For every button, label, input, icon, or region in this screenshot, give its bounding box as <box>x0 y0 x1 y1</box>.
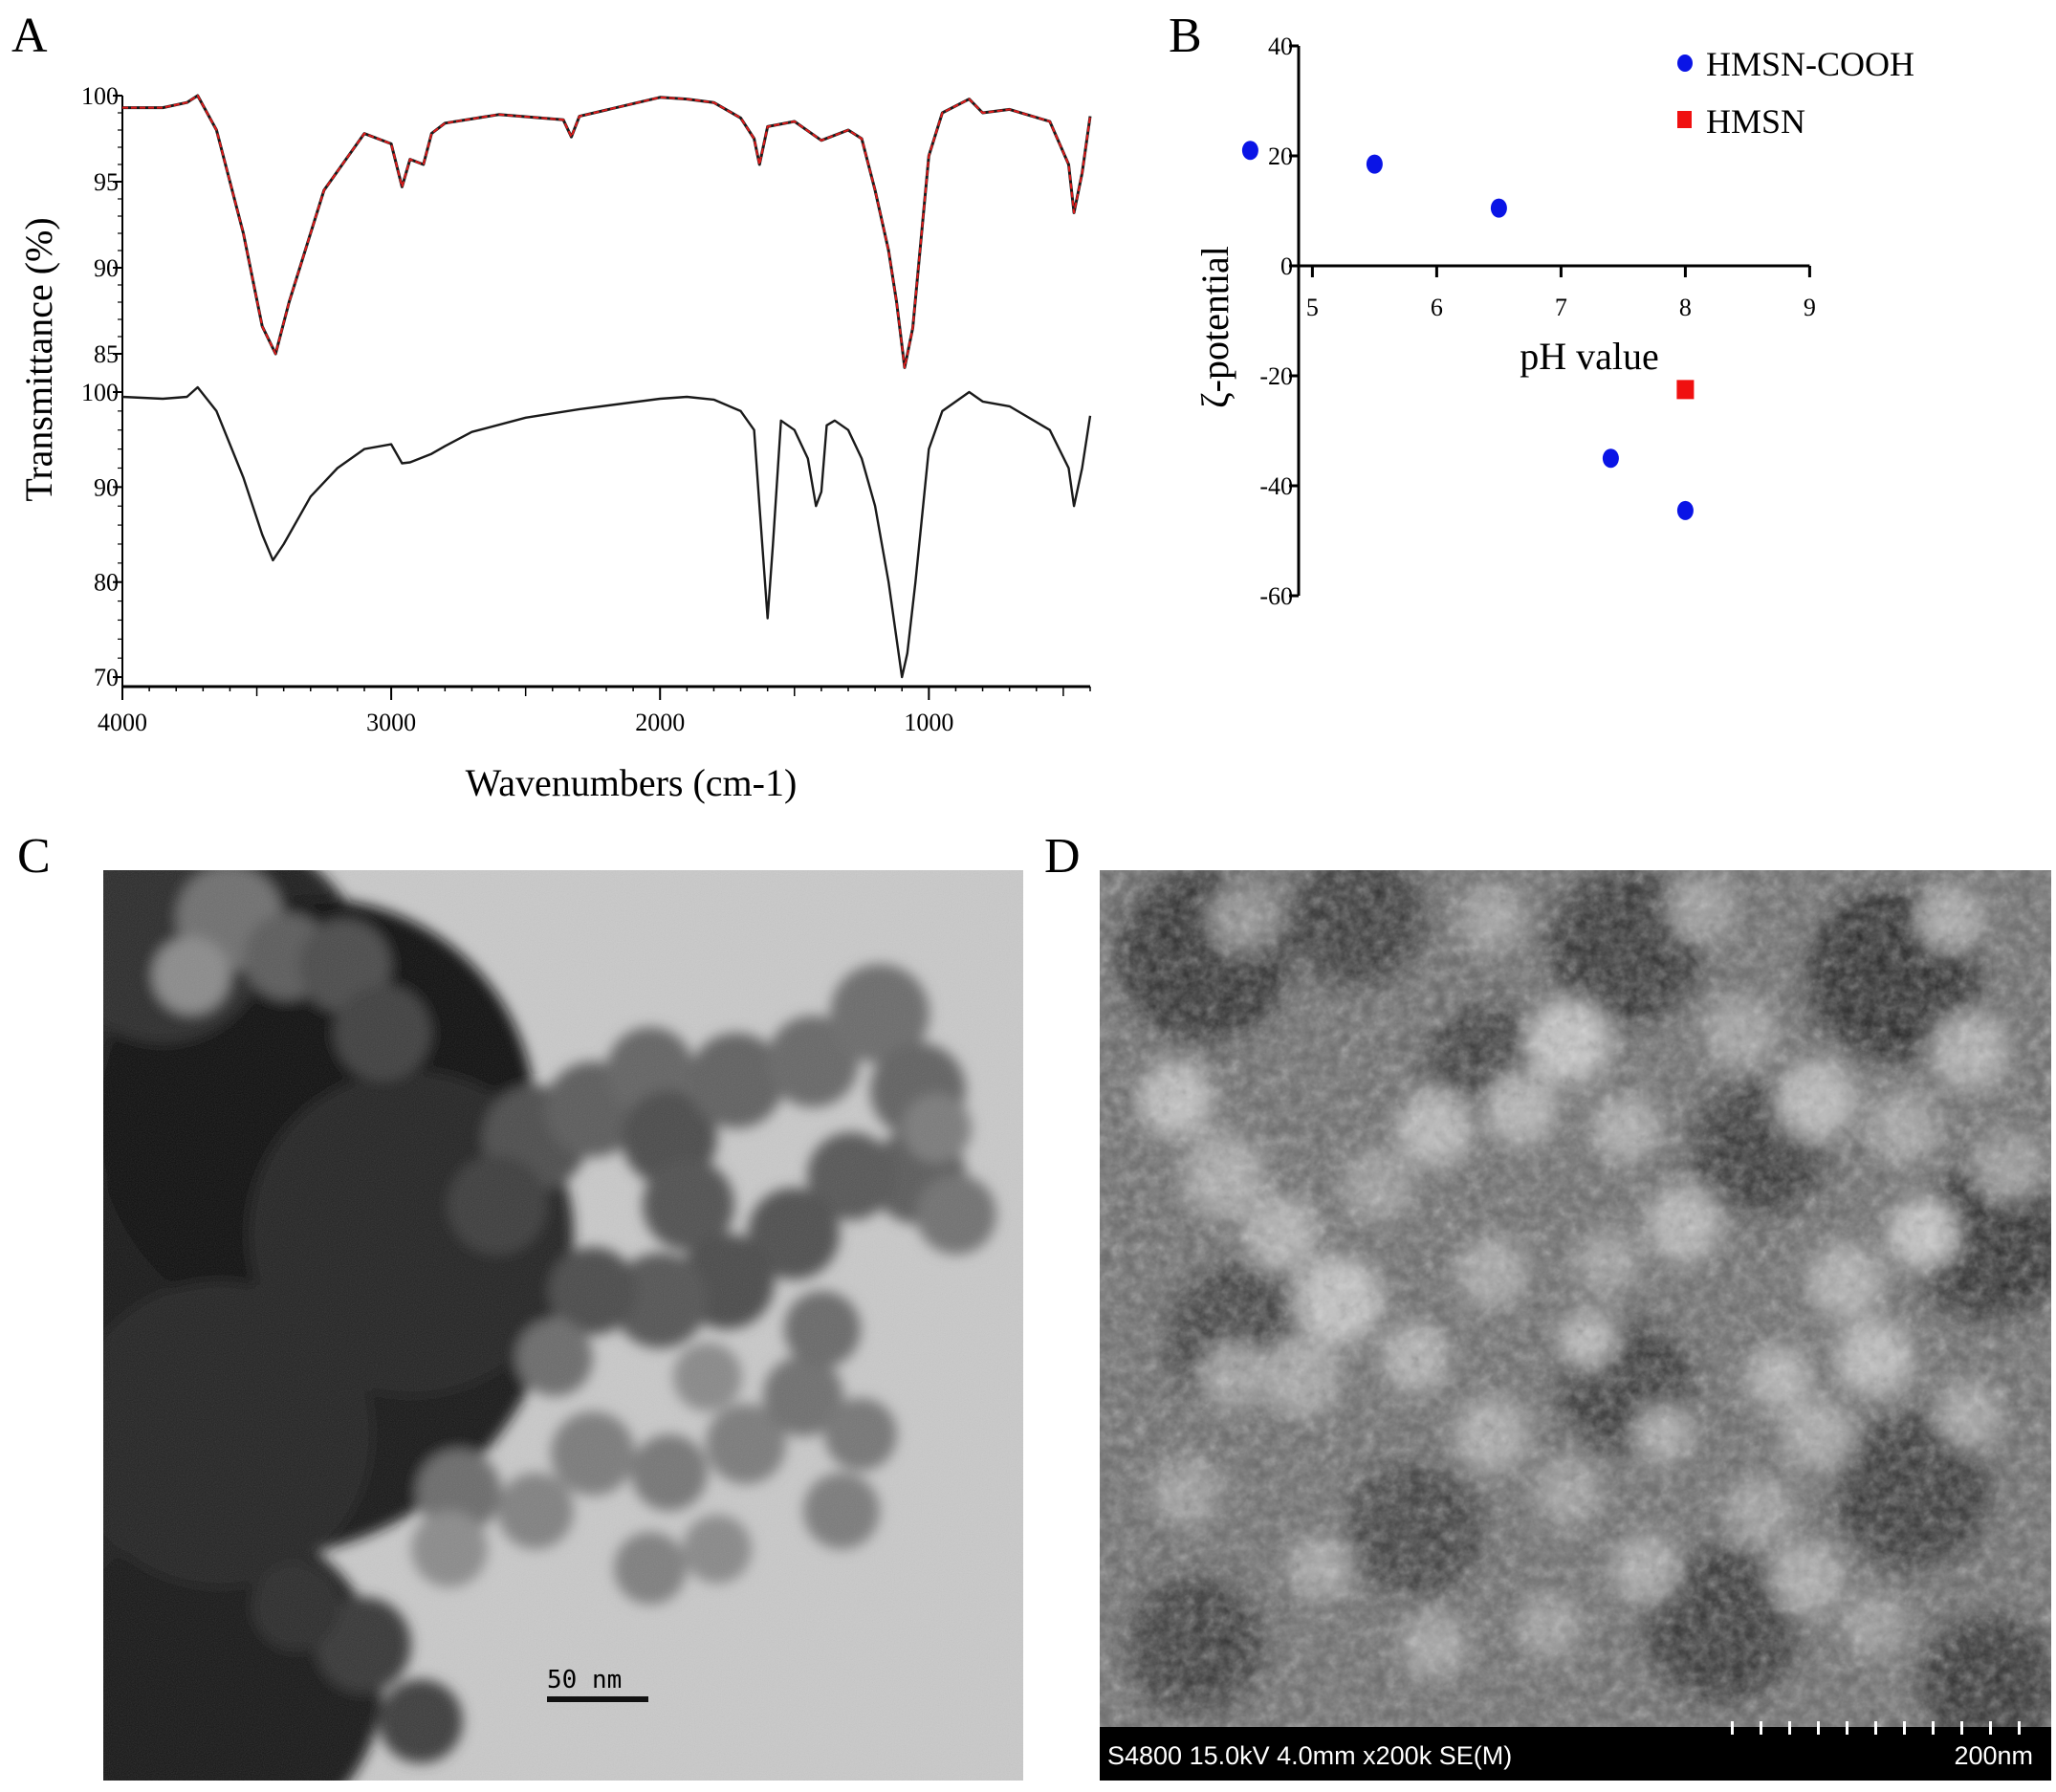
sem-scale-tick <box>1760 1721 1762 1735</box>
zeta-x-tick-label: 5 <box>1306 294 1319 321</box>
zeta-x-axis-title: pH value <box>1520 335 1659 378</box>
zeta-x-tick-label: 6 <box>1431 294 1443 321</box>
zeta-y-tick-label: -40 <box>1259 472 1293 500</box>
zeta-point-hmsn-cooh <box>1676 500 1694 520</box>
sem-info-text: S4800 15.0kV 4.0mm x200k SE(M) <box>1107 1741 1512 1770</box>
ftir-top-trace-base <box>122 94 1092 369</box>
sem-scale-tick <box>1731 1721 1734 1735</box>
ftir-x-tick-label: 3000 <box>366 709 416 736</box>
ftir-x-tick-label: 1000 <box>904 709 953 736</box>
sem-scale-tick <box>1932 1721 1935 1735</box>
zeta-x-tick-label: 8 <box>1679 294 1692 321</box>
panel-label-b: B <box>1169 9 1202 63</box>
zeta-axes <box>1297 46 1810 596</box>
zeta-y-axis-title: ζ-potential <box>1193 246 1236 408</box>
ftir-bottom-y-ticks: 100 90 80 70 <box>81 379 122 691</box>
zeta-y-ticks: 40 20 0 -20 -40 -60 <box>1259 33 1299 610</box>
sem-scale-label: 200nm <box>1954 1741 2033 1770</box>
zeta-point-hmsn <box>1676 380 1695 400</box>
zeta-y-tick-label: 0 <box>1280 252 1293 280</box>
sem-image <box>1100 870 2051 1781</box>
sem-scale-tick <box>1788 1721 1791 1735</box>
ftir-y-tick-label: 85 <box>94 340 119 368</box>
ftir-y-tick-label: 90 <box>94 473 119 501</box>
zeta-point-hmsn-cooh <box>1241 141 1258 161</box>
sem-scale-tick <box>1903 1721 1906 1735</box>
sem-scale-tick <box>1989 1721 1992 1735</box>
ftir-top-spectrum <box>122 94 1092 369</box>
zeta-x-tick-label: 7 <box>1555 294 1567 321</box>
sem-scale-tick <box>2018 1721 2021 1735</box>
zeta-point-hmsn-cooh <box>1366 154 1383 174</box>
zeta-y-tick-label: -20 <box>1259 362 1293 390</box>
ftir-bottom-spectrum <box>121 385 1092 679</box>
sem-scale-tick <box>1960 1721 1963 1735</box>
zeta-x-tick-label: 9 <box>1804 294 1816 321</box>
legend-swatch-hmsn-cooh <box>1677 55 1693 72</box>
ftir-x-tick-label: 2000 <box>635 709 685 736</box>
zeta-x-ticks: 5 6 7 8 9 <box>1306 266 1816 321</box>
ftir-chart: 100 95 90 85 100 90 80 70 4000 3000 2000 1000 Wav… <box>17 82 1092 804</box>
panel-label-d: D <box>1044 829 1081 884</box>
tem-scale-bar-label: 50 nm <box>547 1666 622 1694</box>
zeta-legend: HMSN-COOH HMSN <box>1677 45 1914 141</box>
zeta-point-hmsn-cooh <box>1490 198 1507 218</box>
ftir-y-axis-title: Transmittance (%) <box>17 217 60 501</box>
zeta-y-tick-label: -60 <box>1259 582 1293 610</box>
panel-label-c: C <box>17 829 51 884</box>
ftir-y-tick-label: 80 <box>94 569 119 597</box>
ftir-y-tick-label: 100 <box>81 379 119 406</box>
ftir-y-tick-label: 100 <box>81 82 119 110</box>
ftir-top-trace-overlay <box>122 95 1091 369</box>
sem-scale-tick <box>1817 1721 1820 1735</box>
zeta-y-tick-label: 20 <box>1268 142 1293 170</box>
tem-scale-bar: 50 nm <box>547 1666 648 1702</box>
zeta-y-tick-label: 40 <box>1268 33 1293 60</box>
ftir-y-tick-label: 95 <box>94 168 119 196</box>
zeta-chart: 40 20 0 -20 -40 -60 5 6 7 8 9 pH value ζ-potentia… <box>1193 33 1914 610</box>
ftir-axes <box>121 96 1091 696</box>
ftir-x-tick-label: 4000 <box>98 709 147 736</box>
ftir-y-tick-label: 90 <box>94 254 119 282</box>
sem-scale-tick <box>1874 1721 1877 1735</box>
tem-image <box>103 870 1023 1781</box>
ftir-bottom-trace <box>121 385 1092 679</box>
sem-scale-tick <box>1846 1721 1848 1735</box>
zeta-point-hmsn-cooh <box>1602 448 1619 469</box>
ftir-top-y-ticks: 100 95 90 85 <box>81 82 122 368</box>
legend-label-hmsn: HMSN <box>1706 102 1805 141</box>
panel-label-a: A <box>11 9 48 63</box>
ftir-x-axis-title: Wavenumbers (cm-1) <box>466 761 798 804</box>
ftir-x-ticks: 4000 3000 2000 1000 <box>98 687 953 736</box>
ftir-y-tick-label: 70 <box>94 664 119 691</box>
sem-info-bar: S4800 15.0kV 4.0mm x200k SE(M) 200nm <box>1100 1721 2051 1781</box>
zeta-points <box>1241 141 1695 520</box>
legend-label-hmsn-cooh: HMSN-COOH <box>1706 45 1914 83</box>
legend-swatch-hmsn <box>1677 111 1692 128</box>
